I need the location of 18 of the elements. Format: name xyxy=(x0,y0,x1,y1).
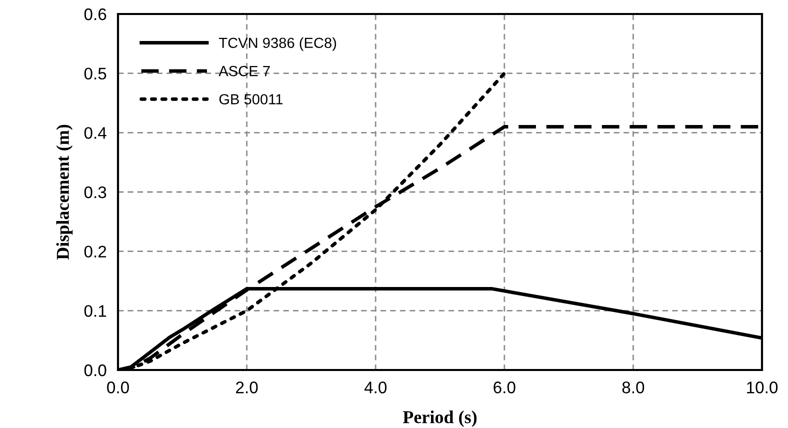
y-tick-label: 0.4 xyxy=(84,127,106,139)
y-tick-label: 0.6 xyxy=(84,8,106,20)
x-tick-label: 4.0 xyxy=(364,382,387,394)
x-tick-label: 0.0 xyxy=(107,382,129,394)
y-axis-title: Displacement (m) xyxy=(56,124,73,260)
legend-label: ASCE 7 xyxy=(218,66,270,76)
x-tick-label: 10.0 xyxy=(747,382,778,394)
x-axis-title: Period (s) xyxy=(402,410,477,427)
y-tick-label: 0.0 xyxy=(84,364,106,376)
x-tick-label: 2.0 xyxy=(236,382,258,394)
legend-label: TCVN 9386 (EC8) xyxy=(218,37,336,51)
y-tick-label: 0.3 xyxy=(84,186,106,198)
y-tick-label: 0.1 xyxy=(84,305,106,317)
x-tick-label: 8.0 xyxy=(622,382,644,394)
x-tick-label: 6.0 xyxy=(494,382,516,394)
y-tick-label: 0.2 xyxy=(84,246,106,258)
y-tick-label: 0.5 xyxy=(84,68,106,80)
legend-label: GB 50011 xyxy=(219,94,283,104)
